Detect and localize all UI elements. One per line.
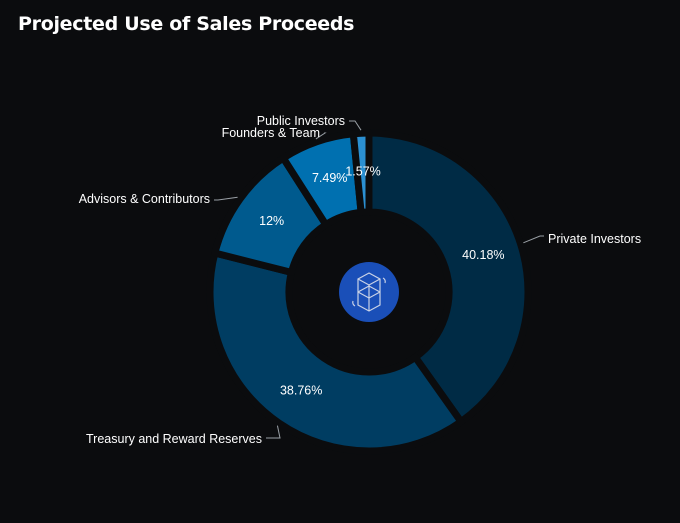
leader-line-founders-team xyxy=(315,132,327,140)
data-label-advisors-contributors: 12% xyxy=(259,214,284,228)
data-label-public-investors: 1.57% xyxy=(345,164,380,178)
leader-line-private-investors xyxy=(523,235,544,244)
chart-title: Projected Use of Sales Proceeds xyxy=(18,13,355,35)
slice-treasury-and-reward-reserves[interactable] xyxy=(206,249,465,455)
leader-line-public-investors xyxy=(349,120,362,131)
slice-private-investors[interactable] xyxy=(365,129,532,426)
category-label-private-investors: Private Investors xyxy=(548,232,641,246)
data-label-private-investors: 40.18% xyxy=(462,248,504,262)
data-label-founders-team: 7.49% xyxy=(312,171,347,185)
category-label-treasury-and-reward-reserves: Treasury and Reward Reserves xyxy=(86,432,262,446)
category-label-public-investors: Public Investors xyxy=(257,114,345,128)
fantom-logo-icon xyxy=(339,262,399,322)
data-label-treasury-and-reward-reserves: 38.76% xyxy=(280,383,322,397)
slice-public-investors[interactable] xyxy=(349,129,373,216)
leader-line-advisors-contributors xyxy=(214,196,238,201)
category-label-founders-team: Founders & Team xyxy=(222,126,320,140)
category-label-advisors-contributors: Advisors & Contributors xyxy=(79,192,210,206)
leader-line-treasury-and-reward-reserves xyxy=(266,425,281,439)
